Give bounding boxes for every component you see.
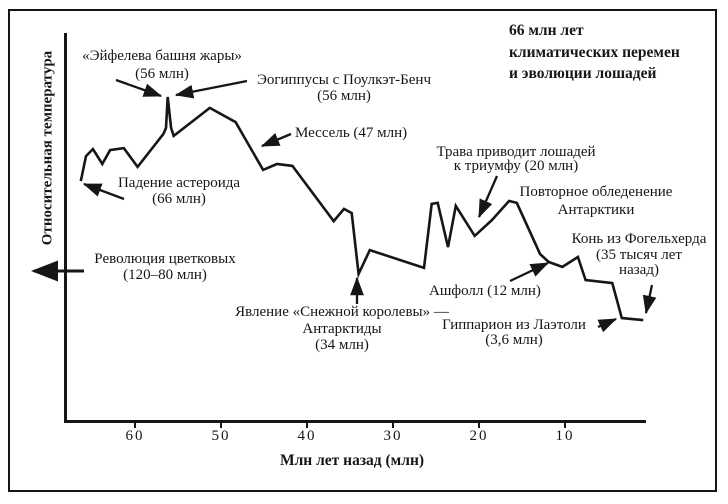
figure-title: 66 млн лет климатических перемен и эволю… <box>509 22 680 82</box>
annotation-ashfall: Ашфолл (12 млн) <box>429 283 541 299</box>
annotation-messel: Мессель (47 млн) <box>295 125 408 141</box>
x-tick-label: 30 <box>383 428 403 444</box>
grass-arrow <box>477 175 499 219</box>
x-tick-label: 50 <box>211 428 231 444</box>
annotation-snow-queen: Явление «Снежной королевы» — Антарктиды … <box>235 304 449 353</box>
ashfall-arrow <box>509 261 550 283</box>
temperature-curve <box>79 96 644 322</box>
eohippus-arrow <box>174 79 248 99</box>
annotation-hipparion-laetoli: Гиппарион из Лаэтоли (3,6 млн) <box>442 317 586 348</box>
annotation-antarctic-reglaciation: Повторное обледенение Антарктики <box>519 184 673 218</box>
y-axis-label: Относительная температура <box>39 50 56 246</box>
annotation-flowering-revolution: Революция цветковых (120–80 млн) <box>94 251 236 283</box>
annotation-asteroid-impact: Падение астероида (66 млн) <box>117 175 241 207</box>
eiffel-arrow <box>115 78 163 98</box>
x-tick-label: 40 <box>297 428 317 444</box>
hipparion-arrow <box>597 317 618 333</box>
annotation-eiffel-tower-of-heat: «Эйфелева башня жары» (56 млн) <box>82 48 242 82</box>
annotation-vogelherd-horse: Конь из Фогельхерда (35 тысяч лет назад) <box>571 231 707 278</box>
x-tick-label: 10 <box>555 428 575 444</box>
asteroid-arrow <box>82 182 125 201</box>
x-axis-label: Млн лет назад (млн) <box>279 452 425 469</box>
annotation-eohippus-polecat-bench: Эогиппусы с Поулкэт-Бенч (56 млн) <box>256 72 432 104</box>
x-tick-label: 60 <box>125 428 145 444</box>
vogelherd-arrow <box>642 284 657 315</box>
x-tick-label: 20 <box>469 428 489 444</box>
figure-border <box>8 9 717 492</box>
annotation-grass-triumph: Трава приводит лошадей к триумфу (20 млн… <box>436 144 596 174</box>
messel-arrow <box>260 132 292 148</box>
